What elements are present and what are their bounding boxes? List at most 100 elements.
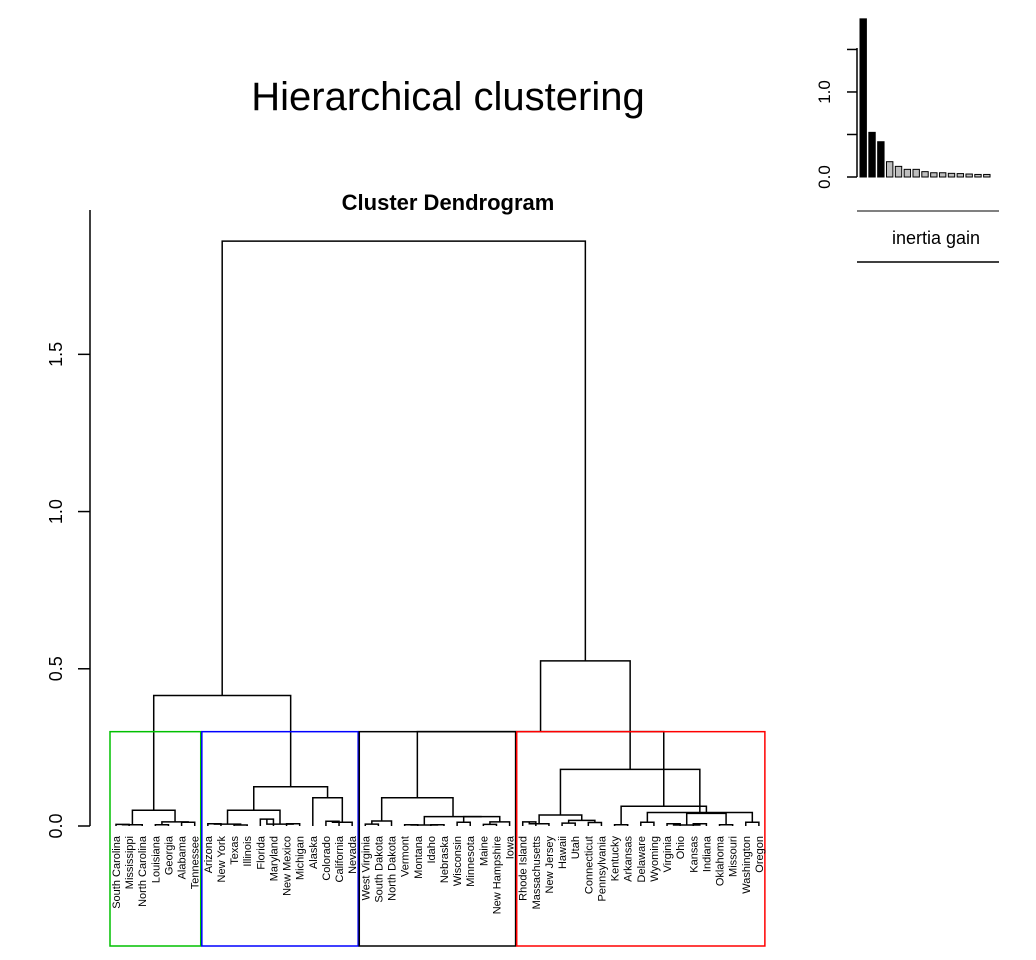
dendrogram-leaf-label: Indiana — [701, 835, 713, 872]
inertia-bar-y-tick-label: 1.0 — [815, 80, 834, 104]
dendrogram-leaf-label: Illinois — [242, 836, 254, 867]
dendrogram-leaf-label: Idaho — [426, 836, 438, 864]
dendrogram-leaf-label: Mississippi — [124, 836, 136, 889]
dendrogram-leaf-label: Delaware — [636, 836, 648, 882]
dendrogram-leaf-label: Missouri — [728, 836, 740, 877]
dendrogram-leaf-label: New Mexico — [282, 836, 294, 896]
dendrogram-cluster-box — [201, 730, 359, 947]
dendrogram-leaf-label: Nebraska — [439, 835, 451, 883]
dendrogram-leaf-label: Minnesota — [465, 835, 477, 887]
inertia-bar — [859, 18, 867, 178]
dendrogram-merge-branch — [180, 821, 196, 826]
dendrogram-leaf-label: Oklahoma — [715, 835, 727, 886]
dendrogram-y-axis: 0.0 0.5 1.0 1.5 — [46, 210, 91, 839]
dendrogram-y-tick-label: 1.5 — [46, 342, 66, 367]
dendrogram-merge-branch — [233, 824, 248, 826]
dendrogram-leaf-label: Massachusetts — [531, 836, 543, 910]
dendrogram-leaf-label: Wyoming — [649, 836, 661, 882]
dendrogram-leaf-label: Utah — [570, 836, 582, 859]
dendrogram-merge-branch — [718, 823, 734, 826]
dendrogram-leaf-label: Vermont — [400, 836, 412, 877]
inertia-bar — [965, 173, 973, 178]
dendrogram-merge-branch — [620, 805, 708, 825]
dendrogram-leaf-label: Arkansas — [623, 836, 635, 882]
inertia-bar — [903, 168, 912, 178]
dendrogram-leaf-label: New York — [216, 836, 228, 883]
dendrogram-merge-branch — [745, 821, 760, 826]
dendrogram-leaf-label: Iowa — [505, 835, 517, 859]
dendrogram-merge-branch — [221, 240, 587, 696]
dendrogram-leaf-label: Florida — [255, 835, 267, 870]
dendrogram-leaf-label: Louisiana — [150, 835, 162, 883]
dendrogram-cluster-box — [109, 730, 202, 947]
dendrogram-leaf-label: Texas — [229, 836, 241, 865]
dendrogram-leaf-label: Montana — [413, 835, 425, 879]
inertia-bar-y-tick-label: 0.0 — [815, 165, 834, 189]
dendrogram-leaf-label: Alaska — [308, 835, 320, 869]
dendrogram-leaf-label: North Dakota — [387, 835, 399, 901]
dendrogram-cluster-box — [358, 730, 517, 947]
inertia-bar-y-axis: 0.0 1.0 — [815, 48, 858, 189]
dendrogram-leaf-label: Oregon — [754, 836, 766, 873]
dendrogram-merge-branch — [380, 796, 454, 821]
page-title: Hierarchical clustering — [251, 75, 644, 119]
dendrogram-merge-branch — [456, 821, 471, 826]
dendrogram-y-tick-label: 1.0 — [46, 499, 66, 524]
dendrogram-y-tick-label: 0.0 — [46, 813, 66, 838]
dendrogram-merge-branch — [613, 823, 629, 826]
dendrogram-leaf-label: Nevada — [347, 835, 359, 874]
dendrogram-title: Cluster Dendrogram — [342, 190, 555, 215]
dendrogram-merge-branch — [561, 822, 576, 826]
dendrogram-cluster-box — [515, 730, 766, 947]
inertia-bar — [868, 131, 876, 178]
dendrogram-leaf-label: Maine — [478, 836, 490, 866]
inertia-bar — [947, 172, 956, 178]
dendrogram-leaf-label: New Jersey — [544, 836, 556, 894]
dendrogram-merge-branch — [253, 785, 329, 811]
inertia-bar — [877, 141, 885, 178]
inertia-bar — [974, 173, 982, 178]
dendrogram-leaf-label: North Carolina — [137, 835, 149, 907]
dendrogram-leaf-label: Kentucky — [610, 836, 622, 882]
dendrogram-leaf-label: Wisconsin — [452, 836, 464, 886]
dendrogram-merge-branch — [226, 809, 281, 825]
dendrogram-leaf-label: South Carolina — [111, 835, 123, 909]
inertia-bar — [938, 172, 947, 178]
dendrogram-leaf-label: New Hampshire — [491, 836, 503, 914]
dendrogram-y-tick-label: 0.5 — [46, 656, 66, 681]
inertia-bar-marks — [859, 18, 991, 178]
dendrogram-merge-branch — [482, 823, 498, 826]
dendrogram-merge-branch — [539, 660, 631, 770]
dendrogram-merge-branch — [559, 768, 701, 815]
inertia-bar — [885, 161, 894, 178]
inertia-bar — [956, 173, 965, 178]
inertia-bar — [921, 171, 929, 178]
dendrogram-merge-branch — [587, 821, 603, 826]
dendrogram-leaf-label: Pennsylvania — [596, 835, 608, 901]
inertia-bar — [894, 165, 903, 178]
inertia-bar — [930, 172, 938, 178]
dendrogram-leaf-label: Alabama — [177, 835, 189, 879]
dendrogram-leaf-label: California — [334, 835, 346, 882]
dendrogram-leaf-label: Georgia — [163, 835, 175, 875]
dendrogram-leaf-label: Virginia — [662, 835, 674, 872]
dendrogram-leaf-label: Hawaii — [557, 836, 569, 869]
dendrogram-leaf-label: South Dakota — [373, 835, 385, 903]
inertia-bar-frame — [857, 210, 999, 263]
inertia-bar-xlabel: inertia gain — [892, 228, 980, 248]
dendrogram-leaf-labels: South Carolina Mississippi North Carolina L… — [111, 835, 766, 914]
dendrogram-leaf-label: West Virginia — [360, 835, 372, 900]
dendrogram-leaf-label: Maryland — [268, 836, 280, 881]
dendrogram-leaf-label: Arizona — [203, 835, 215, 873]
dendrogram-leaf-label: Tennessee — [190, 836, 202, 889]
dendrogram-merge-branch — [364, 823, 380, 826]
inertia-bar — [983, 173, 991, 178]
dendrogram-merge-branch — [423, 815, 482, 826]
dendrogram-merge-branch — [152, 694, 292, 811]
dendrogram-leaf-label: Washington — [741, 836, 753, 894]
inertia-bar — [912, 168, 920, 178]
dendrogram-merge-branch — [640, 821, 655, 826]
dendrogram-branches — [115, 240, 760, 826]
dendrogram-leaf-label: Michigan — [295, 836, 307, 880]
